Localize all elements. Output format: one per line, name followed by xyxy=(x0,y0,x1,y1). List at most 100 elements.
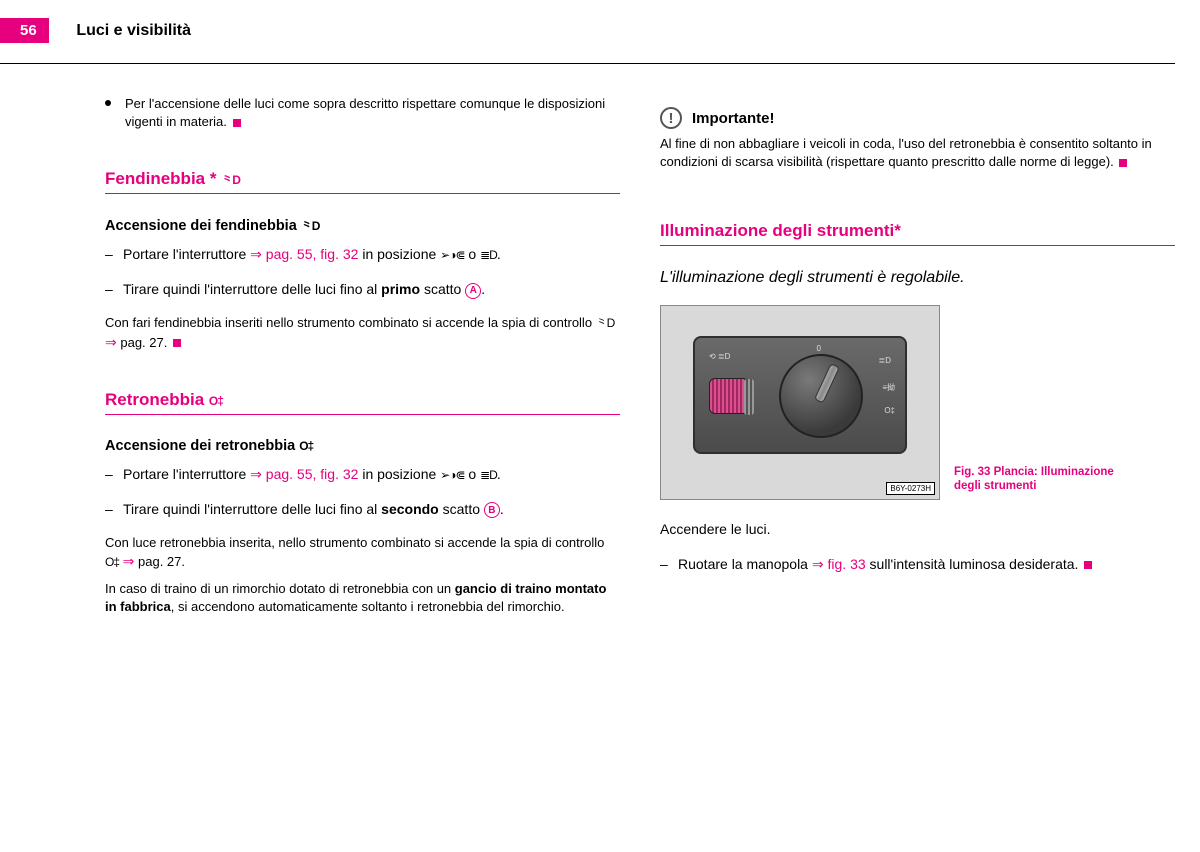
lowbeam-icon: ≣D xyxy=(480,468,497,482)
heading-rule xyxy=(105,193,620,194)
dial-mark-0: 0 xyxy=(817,344,821,353)
step-text: Portare l'interruttore ⇒ pag. 55, fig. 3… xyxy=(123,244,501,265)
intro-text: Per l'accensione delle luci come sopra d… xyxy=(125,95,620,131)
t: , si accendono automaticamente soltanto … xyxy=(171,599,565,614)
dash-icon: – xyxy=(105,464,123,485)
t: pag. 27. xyxy=(138,554,185,569)
retronebbia-subheading: Accensione dei retronebbia O‡ xyxy=(105,438,620,454)
step-text: Tirare quindi l'interruttore delle luci … xyxy=(123,499,504,520)
step-text: Portare l'interruttore ⇒ pag. 55, fig. 3… xyxy=(123,464,501,485)
intro-bullet: Per l'accensione delle luci come sopra d… xyxy=(105,95,620,131)
section-retronebbia: Retronebbia O‡ Accensione dei retronebbi… xyxy=(105,390,620,616)
marker-b-icon: B xyxy=(484,502,500,518)
retronebbia-note-2: In caso di traino di un rimorchio dotato… xyxy=(105,580,620,616)
bullet-icon xyxy=(105,100,111,106)
heading-rule xyxy=(105,414,620,415)
page-number: 56 xyxy=(0,18,49,43)
t: in posizione xyxy=(358,466,440,482)
foglight-icon: ⺀D xyxy=(596,316,615,330)
figure-code: B6Y-0273H xyxy=(886,482,935,495)
parklight-icon: ➢◑⋐ xyxy=(440,468,464,482)
page-header: 56 Luci e visibilità xyxy=(0,18,1200,43)
t: scatto xyxy=(420,281,465,297)
content-columns: Per l'accensione delle luci come sopra d… xyxy=(105,95,1175,624)
dash-icon: – xyxy=(105,499,123,520)
t: in posizione xyxy=(358,246,440,262)
step-text: Ruotare la manopola ⇒ fig. 33 sull'inten… xyxy=(678,554,1092,575)
arrow-icon: ⇒ xyxy=(250,246,266,262)
fendinebbia-sub-text: Accensione dei fendinebbia xyxy=(105,218,297,234)
illuminazione-heading: Illuminazione degli strumenti* xyxy=(660,221,1175,251)
dial-mark-dash-icon: ⟲ ≣D xyxy=(709,352,730,361)
arrow-icon: ⇒ xyxy=(250,466,266,482)
important-heading: ! Importante! xyxy=(660,107,1175,129)
after-figure-text: Accendere le luci. xyxy=(660,520,1175,540)
end-marker-icon xyxy=(1084,561,1092,569)
fendinebbia-heading: Fendinebbia * ⺀D xyxy=(105,169,620,199)
section-fendinebbia: Fendinebbia * ⺀D Accensione dei fendineb… xyxy=(105,169,620,352)
chapter-title: Luci e visibilità xyxy=(76,22,191,40)
intro-bullet-text: Per l'accensione delle luci come sopra d… xyxy=(125,96,605,129)
rearfog-icon: O‡ xyxy=(105,555,119,569)
fendinebbia-step-1: – Portare l'interruttore ⇒ pag. 55, fig.… xyxy=(105,244,620,265)
t: Tirare quindi l'interruttore delle luci … xyxy=(123,501,381,517)
t: Portare l'interruttore xyxy=(123,246,250,262)
dial-mark-rearfog-icon: O‡ xyxy=(884,406,895,415)
retronebbia-sub-text: Accensione dei retronebbia xyxy=(105,438,295,454)
illuminazione-subtitle: L'illuminazione degli strumenti è regola… xyxy=(660,269,1175,287)
ref-link[interactable]: fig. 33 xyxy=(828,556,866,572)
foglight-icon: ⺀D xyxy=(301,219,320,233)
parklight-icon: ➢◑⋐ xyxy=(440,248,464,262)
rearfog-icon: O‡ xyxy=(209,394,223,408)
end-marker-icon xyxy=(173,339,181,347)
figure-image: 0 ≣D ≡拗 O‡ ⟲ ≣D B6Y-0273H xyxy=(660,305,940,500)
dash-icon: – xyxy=(105,244,123,265)
t: Tirare quindi l'interruttore delle luci … xyxy=(123,281,381,297)
retronebbia-step-1: – Portare l'interruttore ⇒ pag. 55, fig.… xyxy=(105,464,620,485)
illuminazione-step: – Ruotare la manopola ⇒ fig. 33 sull'int… xyxy=(660,554,1175,575)
important-text: Al fine di non abbagliare i veicoli in c… xyxy=(660,135,1175,171)
heading-rule xyxy=(660,245,1175,246)
left-column: Per l'accensione delle luci come sopra d… xyxy=(105,95,620,624)
t: Al fine di non abbagliare i veicoli in c… xyxy=(660,136,1152,169)
dash-icon: – xyxy=(105,279,123,300)
arrow-icon: ⇒ xyxy=(105,334,117,350)
dimmer-knob xyxy=(709,378,749,414)
dash-icon: – xyxy=(660,554,678,575)
t: o xyxy=(465,466,481,482)
fendinebbia-note: Con fari fendinebbia inseriti nello stru… xyxy=(105,314,620,352)
figure-caption: Fig. 33 Plancia: Illuminazione degli str… xyxy=(954,465,1114,501)
right-column: ! Importante! Al fine di non abbagliare … xyxy=(660,95,1175,624)
ref-link[interactable]: pag. 55, fig. 32 xyxy=(266,466,359,482)
dial-mark-beam-icon: ≣D xyxy=(879,356,891,365)
header-rule xyxy=(0,63,1175,64)
t: secondo xyxy=(381,501,439,517)
t: sull'intensità luminosa desiderata. xyxy=(866,556,1079,572)
lowbeam-icon: ≣D xyxy=(480,248,497,262)
caution-icon: ! xyxy=(660,107,682,129)
arrow-icon: ⇒ xyxy=(123,553,135,569)
t: pag. 27. xyxy=(120,335,167,350)
ref-link[interactable]: pag. 55, fig. 32 xyxy=(266,246,359,262)
dial-mark-fog-icon: ≡拗 xyxy=(882,382,895,393)
t: Con luce retronebbia inserita, nello str… xyxy=(105,535,604,550)
foglight-icon: ⺀D xyxy=(221,173,240,187)
t: In caso di traino di un rimorchio dotato… xyxy=(105,581,455,596)
retronebbia-note-1: Con luce retronebbia inserita, nello str… xyxy=(105,534,620,572)
end-marker-icon xyxy=(1119,159,1127,167)
important-label: Importante! xyxy=(692,110,775,127)
section-illuminazione: Illuminazione degli strumenti* L'illumin… xyxy=(660,221,1175,575)
retronebbia-heading: Retronebbia O‡ xyxy=(105,390,620,420)
retronebbia-step-2: – Tirare quindi l'interruttore delle luc… xyxy=(105,499,620,520)
t: primo xyxy=(381,281,420,297)
fendinebbia-step-2: – Tirare quindi l'interruttore delle luc… xyxy=(105,279,620,300)
retronebbia-heading-text: Retronebbia xyxy=(105,390,204,409)
fendinebbia-heading-text: Fendinebbia * xyxy=(105,169,216,188)
t: Portare l'interruttore xyxy=(123,466,250,482)
fendinebbia-subheading: Accensione dei fendinebbia ⺀D xyxy=(105,217,620,234)
end-marker-icon xyxy=(233,119,241,127)
t: o xyxy=(465,246,481,262)
rearfog-icon: O‡ xyxy=(299,439,313,453)
t: Ruotare la manopola xyxy=(678,556,812,572)
step-text: Tirare quindi l'interruttore delle luci … xyxy=(123,279,485,300)
